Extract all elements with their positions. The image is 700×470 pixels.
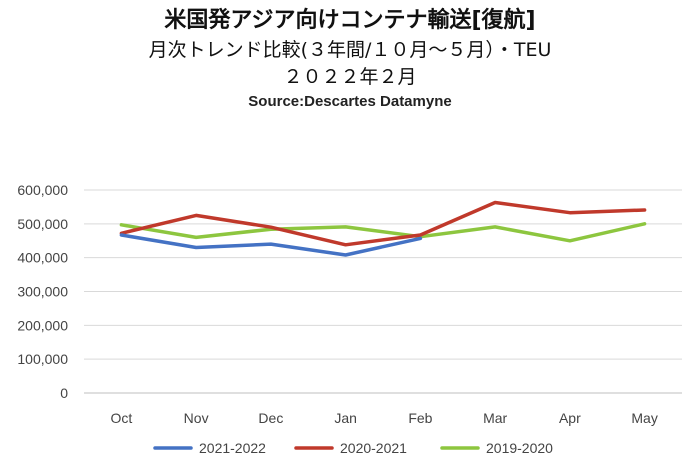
series-line-2020-2021 bbox=[119, 200, 647, 247]
x-tick-label: Mar bbox=[483, 410, 507, 426]
x-tick-label: Jan bbox=[334, 410, 357, 426]
y-tick-label: 600,000 bbox=[17, 182, 68, 198]
y-tick-label: 400,000 bbox=[17, 250, 68, 266]
x-tick-label: Apr bbox=[559, 410, 581, 426]
y-tick-label: 100,000 bbox=[17, 351, 68, 367]
chart-date: ２０２２年２月 bbox=[283, 66, 417, 88]
chart-titles: 米国発アジア向けコンテナ輸送[復航] 月次トレンド比較(３年間/１０月～５月）・… bbox=[0, 6, 700, 113]
x-tick-label: Nov bbox=[184, 410, 209, 426]
chart-source: Source:Descartes Datamyne bbox=[248, 93, 452, 110]
legend-label: 2019-2020 bbox=[486, 440, 553, 456]
chart-title: 米国発アジア向けコンテナ輸送[復航] bbox=[164, 8, 536, 33]
x-tick-label: May bbox=[631, 410, 657, 426]
x-tick-label: Feb bbox=[408, 410, 432, 426]
legend-label: 2021-2022 bbox=[199, 440, 266, 456]
chart-subtitle: 月次トレンド比較(３年間/１０月～５月）・TEU bbox=[148, 39, 552, 61]
y-tick-label: 0 bbox=[60, 385, 68, 401]
legend-label: 2020-2021 bbox=[340, 440, 407, 456]
x-tick-label: Oct bbox=[110, 410, 132, 426]
y-tick-label: 300,000 bbox=[17, 284, 68, 300]
series-line-2021-2022 bbox=[119, 233, 423, 257]
x-tick-label: Dec bbox=[258, 410, 283, 426]
y-tick-label: 500,000 bbox=[17, 216, 68, 232]
series-line-2019-2020 bbox=[119, 222, 647, 243]
y-tick-label: 200,000 bbox=[17, 317, 68, 333]
